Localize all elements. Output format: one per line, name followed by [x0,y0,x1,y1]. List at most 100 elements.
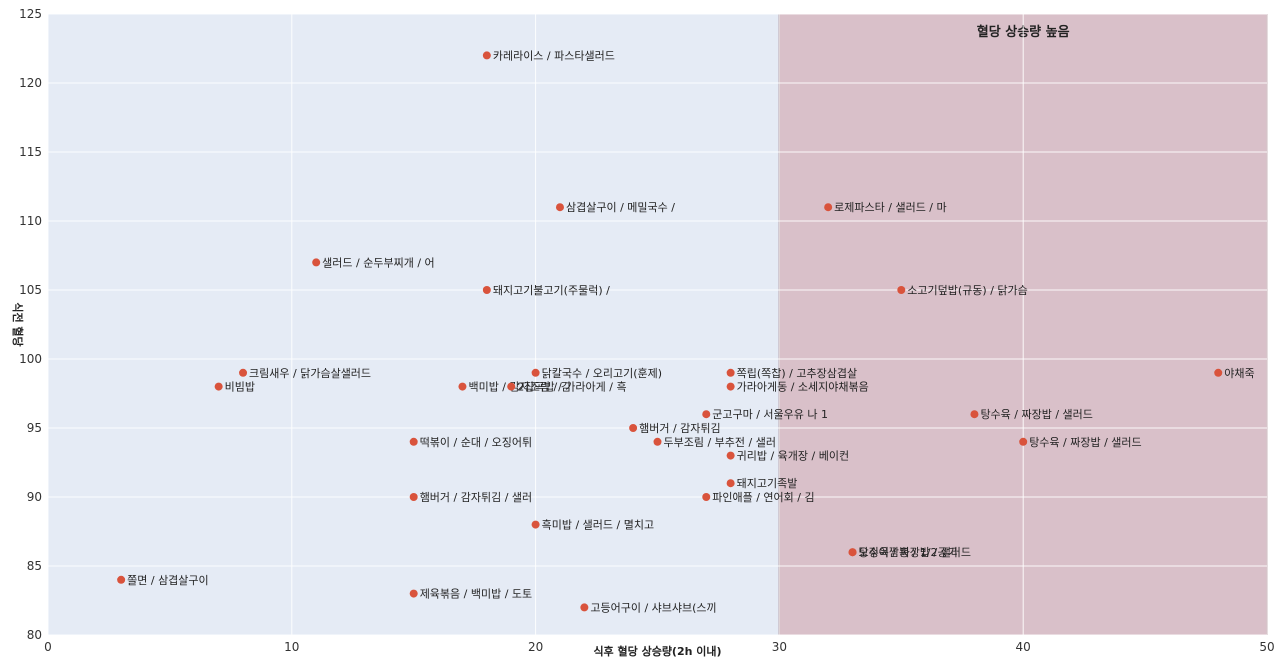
y-tick-label: 85 [27,559,42,573]
point-marker [897,286,906,294]
data-point: 햄버거 / 감자튀김 [629,422,721,435]
data-point: 고등어구이 / 샤브샤브(스끼 [580,601,717,614]
y-tick-label: 100 [19,352,42,366]
data-point: 군고구마 / 서울우유 나 1 [702,408,828,421]
x-tick-label: 30 [772,640,787,654]
point-marker [580,603,589,612]
data-point: 소고기덮밥(규동) / 닭가슴 [897,284,1028,297]
x-tick-label: 0 [44,640,52,654]
y-tick-label: 95 [27,421,42,435]
point-label: 탕수육 / 짜장밥 / 샐러드 [859,546,971,559]
point-marker [507,382,516,391]
point-marker [726,382,735,391]
point-marker [482,286,491,294]
point-marker [409,493,418,501]
data-point: 귀리밥 / 육개장 / 베이컨 [726,450,849,463]
point-label: 돼지고기불고기(주물럭) / [493,284,610,297]
y-tick-label: 80 [27,628,42,642]
point-label: 야채죽 [1224,367,1254,380]
point-label: 카레라이스 / 파스타샐러드 [493,49,615,62]
point-marker [409,437,418,446]
x-tick-label: 20 [528,640,543,654]
point-label: 파인애플 / 연어회 / 김 [712,491,814,504]
y-tick-label: 105 [19,283,42,297]
point-label: 고등어구이 / 샤브샤브(스끼 [590,601,716,614]
point-marker [726,368,735,377]
point-marker [726,479,735,488]
point-label: 삼겹살구이 / 메밀국수 / [566,201,675,214]
data-point: 제육볶음 / 백미밥 / 도토 [409,588,532,601]
point-marker [653,437,662,446]
data-point: 쫄면 / 삼겹살구이 [117,574,209,587]
point-label: 가라아게동 / 소세지야채볶음 [737,381,869,394]
point-label: 떡볶이 / 순대 / 오징어튀 [420,436,532,449]
x-tick-label: 40 [1016,640,1031,654]
data-point: 닭칼국수 / 오리고기(훈제) [531,367,662,380]
y-tick-label: 90 [27,490,42,504]
point-marker [970,410,979,419]
point-label: 탕수육 / 짜장밥 / 샐러드 [1029,436,1141,449]
point-label: 햄버거 / 감자튀김 / 샐러 [420,491,532,504]
data-point: 쪽립(쪽찹) / 고추장삼겹살 [726,367,857,380]
point-marker [824,203,833,212]
point-label: 돼지고기족발 [737,477,798,490]
data-point: 샐러드 / 순두부찌개 / 어 [312,256,435,269]
point-label: 로제파스타 / 샐러드 / 마 [834,201,946,214]
data-point: 오징어짬뽕 / 1/2공기 [848,546,958,559]
point-marker [531,520,540,529]
data-point: 로제파스타 / 샐러드 / 마 [824,201,947,214]
data-point: 돼지고기불고기(주물럭) / [482,284,610,297]
data-point: 떡볶이 / 순대 / 오징어튀 [409,436,532,449]
point-marker [312,258,321,267]
point-marker [629,424,638,432]
point-label: 소고기덮밥(규동) / 닭가슴 [907,284,1027,297]
x-axis-title: 식후 혈당 상승량(2h 이내) [593,644,721,658]
data-point: 두부조림 / 부추전 / 샐러 [653,436,776,449]
point-label: 두부조림 / 부추전 / 샐러 [664,436,776,449]
point-label: 2잡곡밥 / 가라아게 / 흑 [517,380,626,394]
data-point: 가라아게동 / 소세지야채볶음 [726,381,869,394]
point-marker [702,493,711,501]
point-label: 귀리밥 / 육개장 / 베이컨 [737,450,849,463]
data-point: 야채죽 [1214,367,1255,380]
point-marker [726,451,735,460]
data-point: 비빔밥 [214,381,255,394]
point-marker [555,203,564,212]
point-label: 햄버거 / 감자튀김 [639,422,721,435]
data-point: 돼지고기족발 [726,477,798,490]
point-marker [409,589,418,598]
data-point: 카레라이스 / 파스타샐러드 [482,49,615,62]
point-marker [531,368,540,377]
point-marker [1019,437,1028,446]
y-tick-label: 120 [19,76,42,90]
axis-layer: 0 10 20 30 40 50 80 85 90 95 100 105 110 115 120 125 [19,7,1275,654]
data-point: 탕수육 / 짜장밥 / 샐러드 [970,408,1093,421]
point-marker [482,51,491,60]
point-marker [702,410,711,419]
y-tick-label: 110 [19,214,42,228]
data-point: 2잡곡밥 / 가라아게 / 흑 [507,380,627,394]
point-label: 쫄면 / 삼겹살구이 [127,574,209,587]
y-tick-label: 125 [19,7,42,21]
x-tick-label: 10 [284,640,299,654]
point-marker [458,382,467,391]
point-label: 크림새우 / 닭가슴살샐러드 [249,367,371,380]
point-marker [848,548,857,557]
point-label: 쪽립(쪽찹) / 고추장삼겹살 [737,367,857,380]
x-tick-label: 50 [1259,640,1274,654]
point-marker [117,575,126,584]
data-point: 흑미밥 / 샐러드 / 멸치고 [531,518,654,532]
point-label: 백미밥 / 감자조림 / 김 [468,381,570,394]
data-point: 삼겹살구이 / 메밀국수 / [555,201,675,214]
point-label: 오징어짬뽕 / 1/2공기 [859,546,958,559]
grid-layer [47,13,1268,636]
data-point: 탕수육 / 짜장밥 / 샐러드 [1019,436,1142,449]
data-point: 백미밥 / 감자조림 / 김 [458,381,571,394]
point-label: 흑미밥 / 샐러드 / 멸치고 [542,518,654,532]
point-label: 닭칼국수 / 오리고기(훈제) [542,367,662,380]
point-label: 군고구마 / 서울우유 나 1 [712,408,828,421]
y-axis-title: 식전 혈당 [11,302,25,346]
